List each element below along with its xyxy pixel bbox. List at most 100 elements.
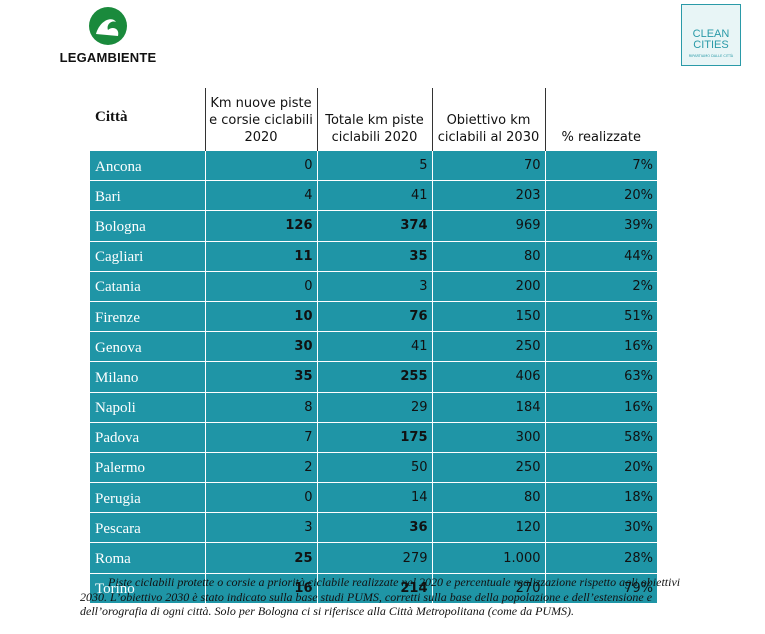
table-row: Cagliari 11 35 80 44% bbox=[90, 240, 657, 272]
value-cell: 16 bbox=[204, 572, 317, 603]
value-cell: 5 bbox=[316, 149, 432, 181]
column-header: Città bbox=[95, 108, 128, 125]
table-row: Firenze 10 76 150 51% bbox=[90, 300, 657, 332]
value-cell: 126 bbox=[204, 210, 317, 242]
city-cell: Milano bbox=[90, 361, 205, 392]
header-row: Città Km nuove piste e corsie ciclabili 2… bbox=[90, 88, 657, 151]
value-cell: 120 bbox=[431, 512, 545, 543]
value-cell: 969 bbox=[431, 210, 545, 242]
value-cell: 39% bbox=[544, 210, 657, 242]
value-cell: 50 bbox=[316, 451, 432, 483]
value-cell: 175 bbox=[316, 421, 432, 453]
value-cell: 150 bbox=[431, 300, 545, 332]
value-cell: 14 bbox=[316, 482, 432, 513]
value-cell: 76 bbox=[316, 300, 432, 332]
legambiente-logo: LEGAMBIENTE bbox=[58, 6, 158, 65]
clean-cities-logo: CLEAN CITIES RIPARTIAMO DALLE CITTÀ bbox=[681, 4, 741, 66]
value-cell: 1.000 bbox=[431, 542, 545, 574]
city-cell: Catania bbox=[90, 270, 205, 302]
value-cell: 35 bbox=[316, 240, 432, 272]
city-cell: Bologna bbox=[90, 210, 205, 242]
value-cell: 203 bbox=[431, 180, 545, 211]
value-cell: 3 bbox=[316, 270, 432, 302]
value-cell: 184 bbox=[431, 391, 545, 423]
value-cell: 20% bbox=[544, 451, 657, 483]
table-row: Genova 30 41 250 16% bbox=[90, 331, 657, 362]
value-cell: 250 bbox=[431, 451, 545, 483]
value-cell: 41 bbox=[316, 331, 432, 362]
table-row: Catania 0 3 200 2% bbox=[90, 270, 657, 302]
caption: Piste ciclabili protette o corsie a prio… bbox=[80, 575, 681, 618]
value-cell: 29 bbox=[316, 391, 432, 423]
city-cell: Bari bbox=[90, 180, 205, 211]
value-cell: 41 bbox=[316, 180, 432, 211]
column-header: Km nuove piste e corsie ciclabili 2020 bbox=[204, 88, 317, 151]
city-cell: Roma bbox=[90, 542, 205, 574]
value-cell: 36 bbox=[316, 512, 432, 543]
value-cell: 0 bbox=[204, 149, 317, 181]
value-cell: 10 bbox=[204, 300, 317, 332]
value-cell: 255 bbox=[316, 361, 432, 392]
table-row: Bologna 126 374 969 39% bbox=[90, 210, 657, 242]
value-cell: 200 bbox=[431, 270, 545, 302]
city-cell: Firenze bbox=[90, 300, 205, 332]
logo-tagline: RIPARTIAMO DALLE CITTÀ bbox=[688, 54, 734, 58]
city-cell: Ancona bbox=[90, 149, 205, 181]
value-cell: 0 bbox=[204, 482, 317, 513]
table-row: Ancona 0 5 70 7% bbox=[90, 149, 657, 181]
brand-name: LEGAMBIENTE bbox=[59, 50, 157, 65]
value-cell: 79% bbox=[544, 572, 657, 603]
value-cell: 374 bbox=[316, 210, 432, 242]
value-cell: 214 bbox=[316, 572, 432, 603]
city-cell: Pescara bbox=[90, 512, 205, 543]
city-cell: Genova bbox=[90, 331, 205, 362]
city-cell: Napoli bbox=[90, 391, 205, 423]
city-cell: Torino bbox=[90, 572, 205, 603]
table-row: Torino 16 214 270 79% bbox=[90, 572, 657, 603]
logo-text: CLEAN CITIES bbox=[692, 28, 730, 51]
value-cell: 16% bbox=[544, 391, 657, 423]
value-cell: 8 bbox=[204, 391, 317, 423]
swan-icon bbox=[89, 7, 127, 45]
table-row: Napoli 8 29 184 16% bbox=[90, 391, 657, 423]
value-cell: 63% bbox=[544, 361, 657, 392]
city-cell: Padova bbox=[90, 421, 205, 453]
value-cell: 0 bbox=[204, 270, 317, 302]
value-cell: 20% bbox=[544, 180, 657, 211]
data-table: Città Km nuove piste e corsie ciclabili 2… bbox=[90, 88, 657, 603]
value-cell: 30% bbox=[544, 512, 657, 543]
table-row: Padova 7 175 300 58% bbox=[90, 421, 657, 453]
column-header: % realizzate bbox=[544, 88, 657, 151]
value-cell: 270 bbox=[431, 572, 545, 603]
value-cell: 4 bbox=[204, 180, 317, 211]
value-cell: 3 bbox=[204, 512, 317, 543]
value-cell: 70 bbox=[431, 149, 545, 181]
table-row: Bari 4 41 203 20% bbox=[90, 180, 657, 211]
value-cell: 25 bbox=[204, 542, 317, 574]
value-cell: 2 bbox=[204, 451, 317, 483]
value-cell: 2% bbox=[544, 270, 657, 302]
value-cell: 279 bbox=[316, 542, 432, 574]
table-row: Palermo 2 50 250 20% bbox=[90, 451, 657, 483]
column-header: Totale km piste ciclabili 2020 bbox=[316, 88, 432, 151]
value-cell: 11 bbox=[204, 240, 317, 272]
value-cell: 16% bbox=[544, 331, 657, 362]
value-cell: 51% bbox=[544, 300, 657, 332]
table-row: Pescara 3 36 120 30% bbox=[90, 512, 657, 543]
table-row: Perugia 0 14 80 18% bbox=[90, 482, 657, 513]
city-cell: Perugia bbox=[90, 482, 205, 513]
value-cell: 80 bbox=[431, 240, 545, 272]
value-cell: 7% bbox=[544, 149, 657, 181]
value-cell: 300 bbox=[431, 421, 545, 453]
value-cell: 80 bbox=[431, 482, 545, 513]
value-cell: 28% bbox=[544, 542, 657, 574]
value-cell: 250 bbox=[431, 331, 545, 362]
value-cell: 35 bbox=[204, 361, 317, 392]
value-cell: 7 bbox=[204, 421, 317, 453]
city-cell: Palermo bbox=[90, 451, 205, 483]
column-header: Obiettivo km ciclabili al 2030 bbox=[431, 88, 545, 151]
table-row: Milano 35 255 406 63% bbox=[90, 361, 657, 392]
value-cell: 30 bbox=[204, 331, 317, 362]
table-row: Roma 25 279 1.000 28% bbox=[90, 542, 657, 574]
